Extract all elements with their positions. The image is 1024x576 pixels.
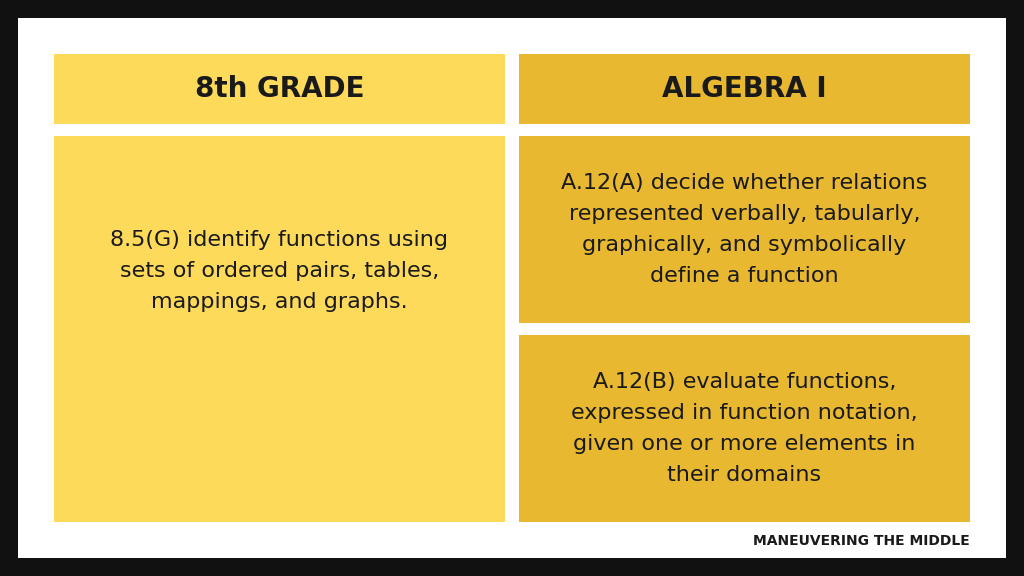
Text: 8.5(G) identify functions using
sets of ordered pairs, tables,
mappings, and gra: 8.5(G) identify functions using sets of … <box>111 230 449 312</box>
Bar <box>519 335 970 522</box>
Text: A.12(A) decide whether relations
represented verbally, tabularly,
graphically, a: A.12(A) decide whether relations represe… <box>561 173 928 286</box>
Text: MANEUVERING THE MIDDLE: MANEUVERING THE MIDDLE <box>754 534 970 548</box>
Text: A.12(B) evaluate functions,
expressed in function notation,
given one or more el: A.12(B) evaluate functions, expressed in… <box>571 372 918 486</box>
Bar <box>519 54 970 124</box>
Text: ALGEBRA I: ALGEBRA I <box>663 75 826 103</box>
Bar <box>519 136 970 323</box>
Bar <box>54 54 505 124</box>
Bar <box>54 136 505 522</box>
Text: 8th GRADE: 8th GRADE <box>195 75 365 103</box>
